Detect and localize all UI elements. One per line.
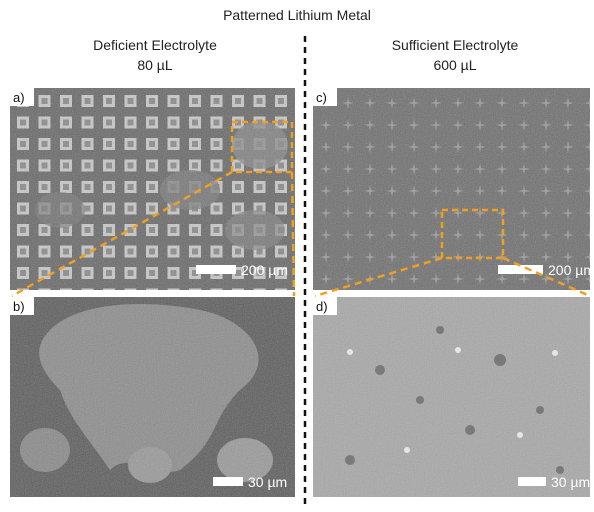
panel-label: c) <box>316 90 327 105</box>
figure: Patterned Lithium Metal Deficient Electr… <box>0 0 594 507</box>
panel-c: 200 µm c) <box>313 88 594 290</box>
column-volume: 80 µL <box>137 57 173 73</box>
column-heading: Deficient Electrolyte <box>93 37 217 53</box>
scale-bar-label: 200 µm <box>548 262 594 278</box>
panel-label: b) <box>13 299 25 314</box>
panel-b: 30 µm b) <box>10 297 295 497</box>
scale-bar-label: 30 µm <box>551 474 590 490</box>
panel-label: d) <box>316 299 328 314</box>
column-heading: Sufficient Electrolyte <box>392 37 519 53</box>
scale-bar-label: 200 µm <box>241 262 288 278</box>
panel-a: 200 µm a) <box>10 88 295 290</box>
figure-title: Patterned Lithium Metal <box>223 7 371 23</box>
panel-d: 30 µm d) <box>313 297 590 497</box>
scale-bar-label: 30 µm <box>248 474 287 490</box>
column-volume: 600 µL <box>433 57 476 73</box>
panel-label: a) <box>13 90 25 105</box>
